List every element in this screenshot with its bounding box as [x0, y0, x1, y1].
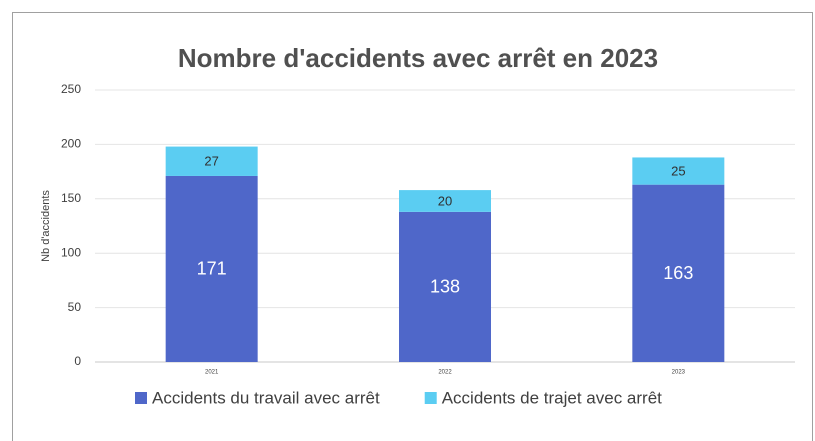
data-label: 27 [204, 154, 218, 169]
x-tick-label: 2021 [205, 370, 219, 376]
y-tick-label: 100 [61, 245, 81, 259]
bar-segment [632, 184, 725, 362]
data-label: 171 [197, 259, 227, 279]
y-tick-label: 150 [61, 191, 81, 205]
legend-swatch [135, 392, 147, 404]
x-tick-label: 2023 [672, 370, 686, 376]
chart-title: Nombre d'accidents avec arrêt en 2023 [178, 43, 658, 73]
y-tick-label: 250 [61, 82, 81, 96]
bar-segment [632, 157, 725, 185]
data-label: 25 [671, 163, 685, 178]
y-tick-label: 200 [61, 137, 81, 151]
legend-label: Accidents de trajet avec arrêt [442, 388, 662, 407]
y-axis-label: Nb d'accidents [40, 190, 52, 262]
data-label: 138 [430, 277, 460, 297]
data-label: 163 [663, 263, 693, 283]
bar-segment [399, 190, 491, 212]
y-tick-label: 50 [68, 300, 82, 314]
legend-label: Accidents du travail avec arrêt [152, 388, 380, 407]
y-tick-label: 0 [74, 354, 81, 368]
bar-segment [165, 175, 258, 362]
bar-segment [165, 146, 258, 176]
x-tick-label: 2022 [438, 370, 452, 376]
legend-swatch [424, 392, 437, 404]
data-label: 20 [438, 193, 452, 208]
bar-segment [399, 211, 491, 362]
